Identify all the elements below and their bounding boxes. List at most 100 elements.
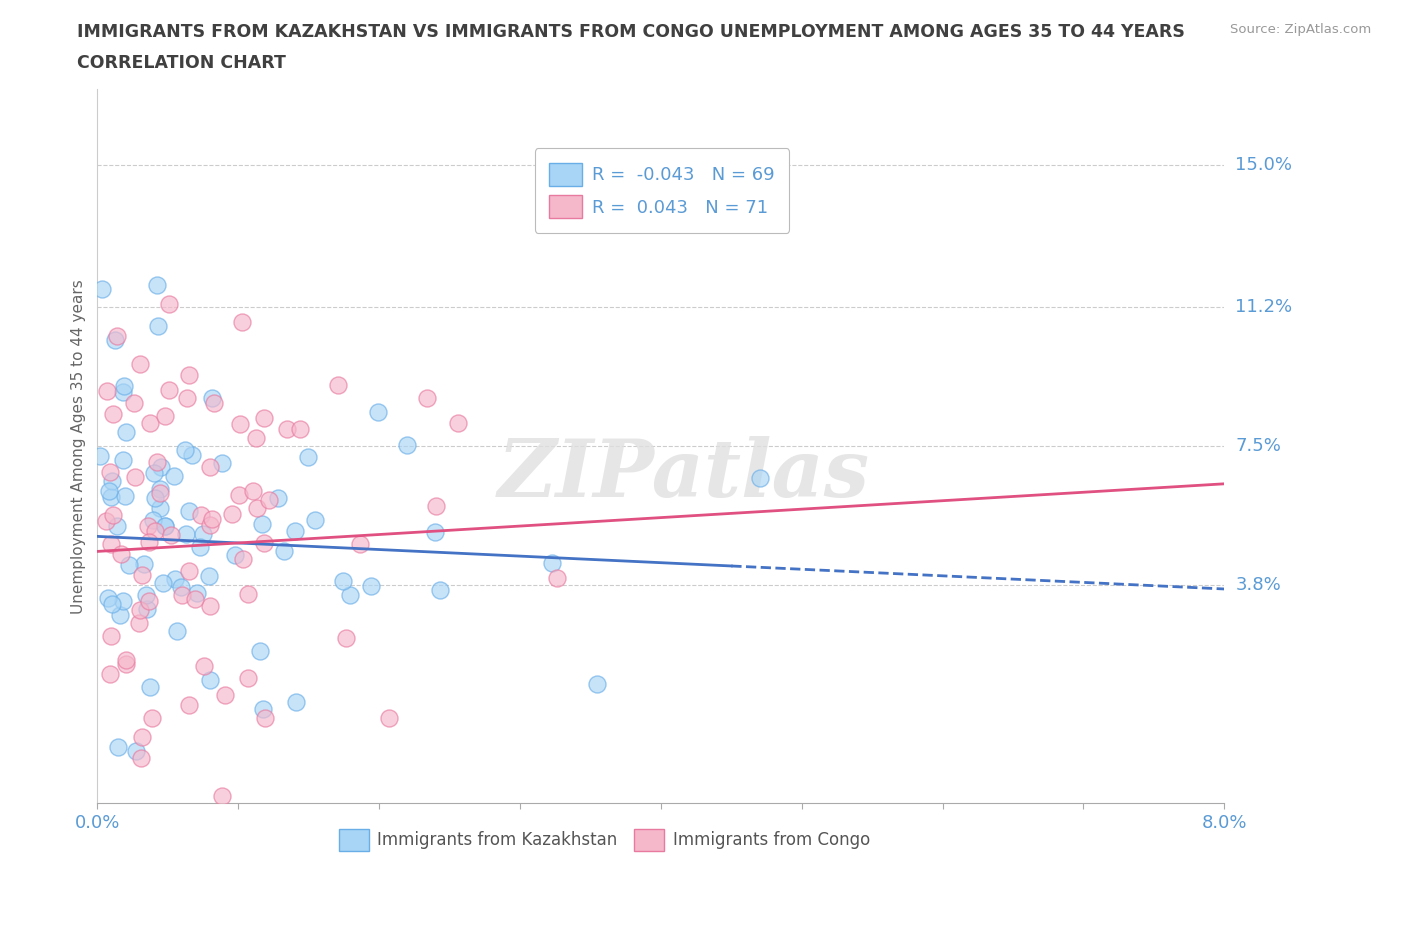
Point [276, 422, 298, 437]
Point [211, 788, 233, 803]
Point [149, 500, 172, 515]
Point [111, 385, 134, 400]
Point [447, 416, 470, 431]
Point [131, 730, 153, 745]
Point [188, 539, 211, 554]
Point [125, 744, 148, 759]
Point [170, 579, 193, 594]
Point [201, 391, 224, 405]
Point [100, 628, 122, 643]
Point [107, 739, 129, 754]
Point [249, 644, 271, 658]
Point [360, 578, 382, 593]
Point [115, 425, 138, 440]
Point [141, 711, 163, 725]
Point [228, 487, 250, 502]
Point [153, 519, 176, 534]
Point [349, 537, 371, 551]
Point [128, 357, 150, 372]
Point [288, 422, 311, 437]
Point [153, 408, 176, 423]
Point [112, 594, 135, 609]
Point [157, 383, 180, 398]
Point [110, 547, 132, 562]
Point [339, 588, 361, 603]
Point [142, 512, 165, 527]
Point [179, 504, 201, 519]
Text: 3.8%: 3.8% [1236, 577, 1281, 594]
Point [103, 508, 125, 523]
Point [160, 527, 183, 542]
Point [105, 329, 128, 344]
Point [146, 318, 169, 333]
Point [198, 672, 221, 687]
Point [297, 449, 319, 464]
Point [138, 594, 160, 609]
Point [146, 277, 169, 292]
Text: ZIPatlas: ZIPatlas [498, 436, 869, 513]
Point [200, 518, 222, 533]
Point [221, 507, 243, 522]
Point [246, 500, 269, 515]
Point [98, 484, 121, 498]
Point [112, 453, 135, 468]
Point [252, 701, 274, 716]
Point [96, 383, 118, 398]
Point [546, 570, 568, 585]
Point [229, 417, 252, 432]
Point [198, 568, 221, 583]
Point [153, 519, 176, 534]
Text: 11.2%: 11.2% [1236, 299, 1292, 316]
Point [416, 391, 439, 405]
Point [114, 489, 136, 504]
Point [157, 297, 180, 312]
Point [198, 459, 221, 474]
Point [193, 658, 215, 673]
Point [429, 582, 451, 597]
Point [89, 448, 111, 463]
Point [101, 473, 124, 488]
Point [378, 711, 401, 725]
Point [190, 507, 212, 522]
Point [284, 524, 307, 538]
Point [395, 437, 418, 452]
Point [224, 548, 246, 563]
Point [149, 482, 172, 497]
Point [132, 557, 155, 572]
Point [204, 396, 226, 411]
Point [135, 602, 157, 617]
Point [328, 378, 350, 392]
Point [149, 459, 172, 474]
Point [149, 485, 172, 500]
Point [586, 677, 609, 692]
Point [749, 471, 772, 485]
Point [138, 535, 160, 550]
Legend: Immigrants from Kazakhstan, Immigrants from Congo: Immigrants from Kazakhstan, Immigrants f… [330, 821, 879, 859]
Point [103, 406, 125, 421]
Point [541, 555, 564, 570]
Point [253, 411, 276, 426]
Point [135, 587, 157, 602]
Point [91, 282, 114, 297]
Point [201, 512, 224, 526]
Text: 7.5%: 7.5% [1236, 437, 1281, 456]
Point [98, 465, 121, 480]
Point [425, 525, 447, 539]
Point [285, 694, 308, 709]
Point [179, 367, 201, 382]
Point [259, 493, 281, 508]
Point [183, 591, 205, 606]
Point [124, 470, 146, 485]
Point [129, 603, 152, 618]
Point [143, 491, 166, 506]
Point [128, 615, 150, 630]
Point [254, 711, 277, 726]
Point [245, 431, 267, 445]
Point [117, 557, 139, 572]
Point [98, 667, 121, 682]
Point [103, 332, 125, 347]
Point [211, 456, 233, 471]
Point [200, 598, 222, 613]
Point [166, 624, 188, 639]
Point [367, 405, 389, 419]
